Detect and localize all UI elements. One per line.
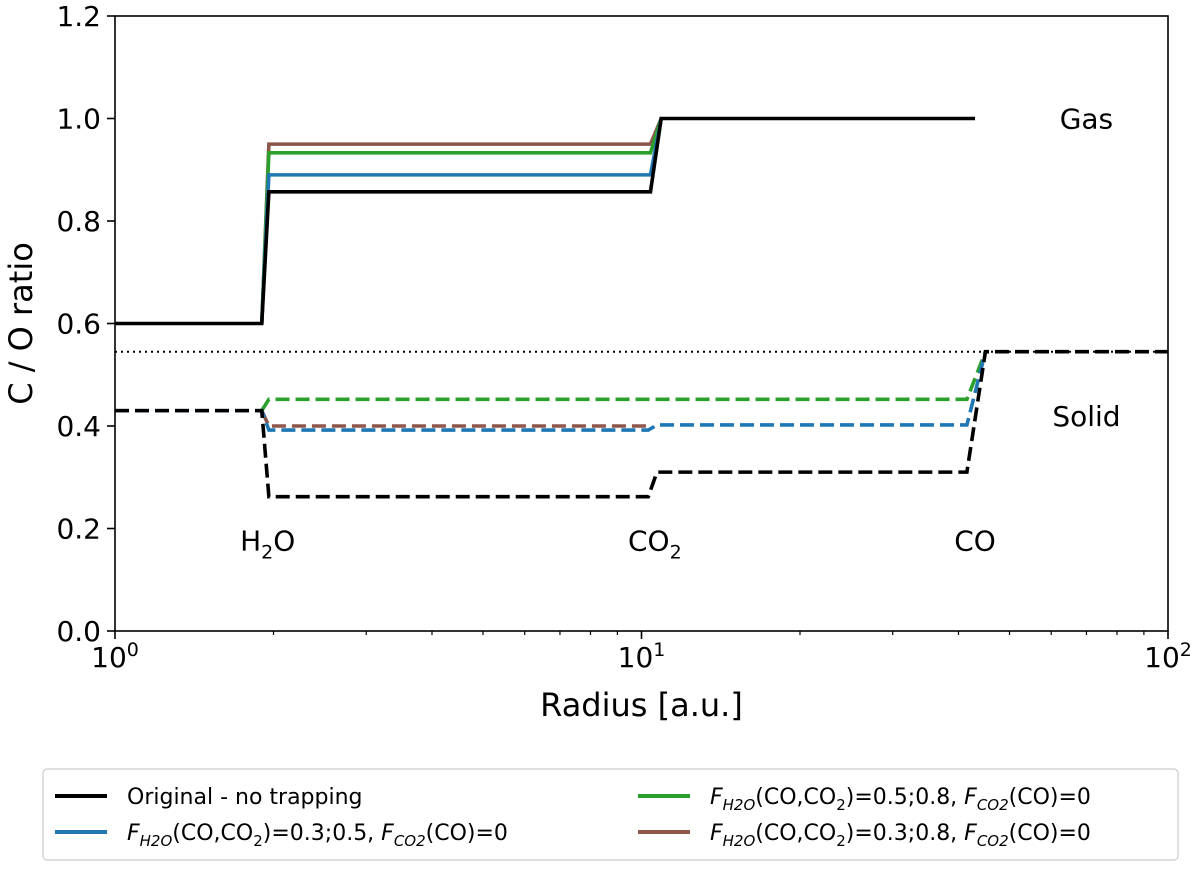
y-axis-title: C / O ratio: [2, 242, 40, 405]
plot-area: [115, 116, 1168, 499]
y-tick-label: 0.2: [56, 513, 101, 546]
ticks: 0.0 0.2 0.4 0.6 0.8 1.0 1.2 100 101 102: [56, 0, 1191, 674]
solid-line-original: [115, 349, 1168, 499]
solid-line-f038: [260, 409, 649, 428]
x-tick-label: 101: [618, 639, 666, 674]
x-axis-title: Radius [a.u.]: [540, 686, 743, 724]
y-tick-label: 0.4: [56, 410, 101, 443]
x-tick-label: 102: [1144, 639, 1192, 674]
y-tick-label: 1.2: [56, 0, 101, 33]
y-tick-label: 0.6: [56, 308, 101, 341]
snowline-label: H2O: [240, 525, 295, 564]
y-tick-label: 0.0: [56, 615, 101, 648]
legend-label-f058: FH2O(CO,CO2)=0.5;0.8, FCO2(CO)=0: [710, 785, 1091, 814]
legend-label-original: Original - no trapping: [127, 785, 363, 810]
region-label: Gas: [1060, 103, 1113, 136]
snowline-label: CO2: [628, 525, 682, 564]
y-tick-label: 1.0: [56, 103, 101, 136]
gas-line-f058: [259, 117, 663, 324]
region-label: Solid: [1052, 400, 1120, 433]
legend: Original - no trapping FH2O(CO,CO2)=0.3;0…: [42, 768, 1179, 861]
snowline-label: CO: [954, 525, 996, 558]
legend-frame: [42, 768, 1179, 861]
annotations: Gas Solid H2O CO2 CO: [240, 103, 1120, 564]
legend-label-f038: FH2O(CO,CO2)=0.3;0.8, FCO2(CO)=0: [710, 821, 1091, 850]
solid-line-f035: [115, 351, 988, 432]
series-group: [115, 116, 1168, 499]
x-tick-label: 100: [91, 639, 139, 674]
gas-line-f038: [259, 117, 663, 324]
legend-label-f035: FH2O(CO,CO2)=0.3;0.5, FCO2(CO)=0: [127, 821, 508, 850]
gas-line-original: [115, 116, 976, 326]
gas-line-f035: [259, 118, 663, 324]
y-tick-label: 0.8: [56, 205, 101, 238]
solid-line-f058: [260, 351, 988, 412]
